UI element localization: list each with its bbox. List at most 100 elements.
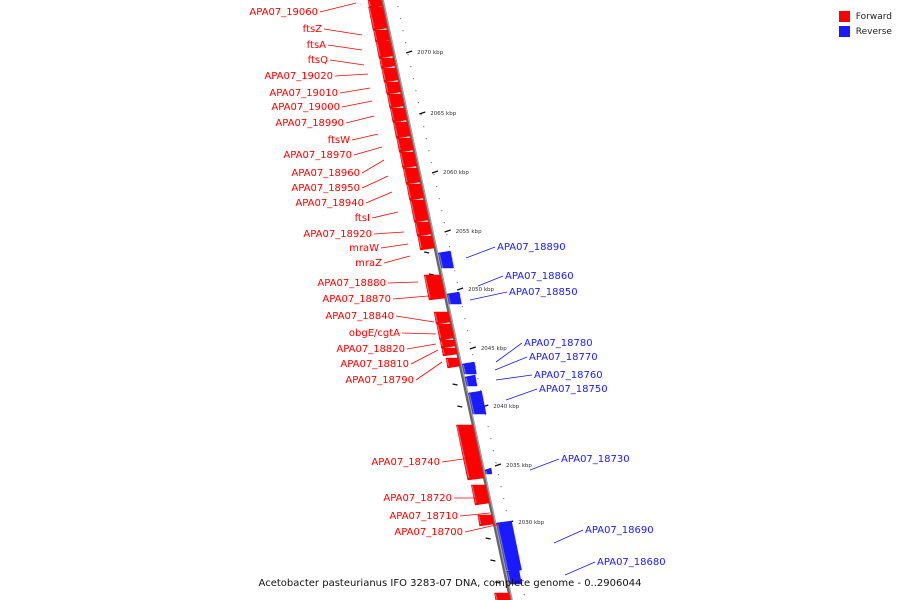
ruler-dot xyxy=(405,42,407,44)
forward-gene-block xyxy=(399,151,417,169)
forward-gene-label: APA07_18920 xyxy=(303,229,372,240)
gene-shading xyxy=(400,152,405,167)
tick-label: 2050 kbp xyxy=(468,287,494,293)
forward-gene-label: obgE/cgtA xyxy=(349,328,400,339)
forward-gene-label: mraZ xyxy=(355,258,382,269)
forward-leader-line xyxy=(361,159,385,174)
ruler-dot xyxy=(485,414,487,416)
reverse-leader-line xyxy=(564,561,596,576)
gene-shading xyxy=(415,222,419,235)
forward-gene-block xyxy=(386,93,405,109)
forward-gene-block xyxy=(456,424,485,481)
forward-gene-label: APA07_18810 xyxy=(340,359,409,370)
gene-shading xyxy=(437,324,442,339)
gene-shading xyxy=(440,340,443,347)
forward-leader-line xyxy=(415,361,443,381)
reverse-leader-line xyxy=(494,356,528,371)
ruler-dot xyxy=(495,462,497,464)
forward-gene-block xyxy=(402,167,421,185)
legend: Forward Reverse xyxy=(838,9,892,39)
forward-gene-label: ftsZ xyxy=(303,24,322,35)
reverse-gene-label: APA07_18750 xyxy=(539,384,608,395)
ruler-dot xyxy=(472,354,474,356)
forward-swatch xyxy=(838,11,850,22)
forward-gene-block xyxy=(414,221,432,237)
forward-gene-label: ftsQ xyxy=(308,55,328,66)
ruler-dot xyxy=(523,594,525,596)
forward-gene-label: ftsI xyxy=(355,213,370,224)
ruler-dot xyxy=(466,330,469,332)
forward-leader-line xyxy=(387,281,419,284)
forward-gene-label: APA07_18870 xyxy=(322,294,391,305)
tick-mark xyxy=(444,229,451,233)
ruler-dot xyxy=(399,18,402,20)
gene-shading xyxy=(376,41,381,57)
gene-shading xyxy=(468,393,475,415)
forward-gene-label: APA07_18950 xyxy=(291,183,360,194)
ruler-dot xyxy=(420,114,422,116)
gene-shading xyxy=(403,168,408,183)
gene-shading xyxy=(478,515,482,525)
reverse-leader-line xyxy=(469,291,508,301)
genome-axis-line xyxy=(380,0,513,600)
gene-shading xyxy=(385,82,389,93)
gene-shading xyxy=(418,236,422,249)
gene-shading xyxy=(456,425,470,479)
ruler-dot xyxy=(430,162,433,164)
ruler-dot xyxy=(469,342,471,344)
tick-label: 2065 kbp xyxy=(430,111,456,117)
ruler-dot xyxy=(415,90,417,92)
reverse-leader-line xyxy=(495,342,523,363)
forward-leader-line xyxy=(392,295,429,300)
forward-gene-label: APA07_19020 xyxy=(264,71,333,82)
forward-leader-line xyxy=(334,73,369,77)
tick-mark xyxy=(419,111,426,115)
gene-shading xyxy=(494,593,498,600)
ruler-dot xyxy=(407,54,409,56)
ruler-dot xyxy=(497,474,500,476)
ruler-dot xyxy=(446,234,448,236)
forward-gene-block xyxy=(436,323,454,341)
forward-leader-line xyxy=(353,146,383,156)
forward-gene-label: ftsW xyxy=(328,135,350,146)
tick-label: 2070 kbp xyxy=(417,50,443,56)
reverse-swatch xyxy=(838,26,850,37)
forward-gene-label: APA07_18820 xyxy=(336,344,405,355)
gene-shading xyxy=(462,364,466,375)
reverse-gene-label: APA07_18770 xyxy=(529,352,598,363)
forward-gene-block xyxy=(389,107,408,123)
reverse-leader-line xyxy=(505,388,538,401)
ruler-dot xyxy=(492,450,494,452)
gene-shading xyxy=(471,485,477,504)
tick-mark xyxy=(494,463,502,467)
forward-leader-line xyxy=(339,87,371,94)
gene-shading xyxy=(446,358,450,367)
ruler-dot xyxy=(500,486,502,488)
reverse-gene-block xyxy=(468,390,487,415)
reverse-gene-label: APA07_18690 xyxy=(585,525,654,536)
ruler-ticks: 2070 kbp 2065 kbp 2060 kbp 2055 kbp 2050 kbp… xyxy=(405,50,545,526)
forward-gene-block xyxy=(375,40,394,59)
gene-shading xyxy=(447,294,451,305)
forward-gene-block xyxy=(439,339,456,349)
forward-leader-line xyxy=(401,332,437,335)
forward-leader-line xyxy=(361,175,389,189)
ruler-dot xyxy=(503,498,505,500)
reverse-leader-line xyxy=(477,275,504,287)
forward-gene-block xyxy=(445,357,460,369)
forward-leader-line xyxy=(464,523,501,533)
reverse-leader-line xyxy=(529,458,560,471)
forward-gene-block xyxy=(423,274,446,301)
forward-gene-label: APA07_19060 xyxy=(249,7,318,18)
forward-gene-block xyxy=(384,81,402,95)
forward-leader-line xyxy=(329,59,365,66)
gene-shading xyxy=(442,348,445,355)
forward-gene-block xyxy=(392,121,411,139)
gene-shading xyxy=(397,138,401,151)
ruler-dot xyxy=(477,378,479,380)
forward-gene-label: APA07_18700 xyxy=(394,527,463,538)
gene-shading xyxy=(368,7,375,29)
tick-mark xyxy=(456,287,464,291)
forward-leader-line xyxy=(351,133,379,141)
forward-gene-label: APA07_18840 xyxy=(325,311,394,322)
